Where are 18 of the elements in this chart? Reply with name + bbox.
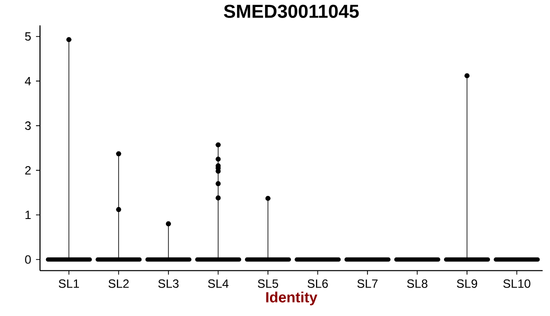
y-tick-label: 4 xyxy=(24,76,31,86)
x-tick-label: SL2 xyxy=(108,279,129,288)
x-tick-label: SL5 xyxy=(258,279,278,288)
x-tick-label: SL8 xyxy=(407,279,428,288)
x-tick-label: SL4 xyxy=(208,279,228,288)
x-tick-label: SL7 xyxy=(357,279,378,288)
x-axis-title: Identity xyxy=(266,292,318,306)
y-tick-label: 0 xyxy=(25,255,31,264)
y-tick-label: 2 xyxy=(25,166,31,174)
y-tick-label: 5 xyxy=(25,32,31,41)
x-tick-label: SL10 xyxy=(503,279,530,288)
y-tick-label: 1 xyxy=(26,210,31,220)
x-tick-label: SL3 xyxy=(158,279,179,288)
y-tick-label: 3 xyxy=(25,121,31,130)
x-tick-label: SL6 xyxy=(308,279,328,288)
x-tick-label: SL1 xyxy=(58,279,79,288)
x-tick-label: SL9 xyxy=(456,279,478,288)
chart-title: SMED30011045 xyxy=(224,4,359,18)
